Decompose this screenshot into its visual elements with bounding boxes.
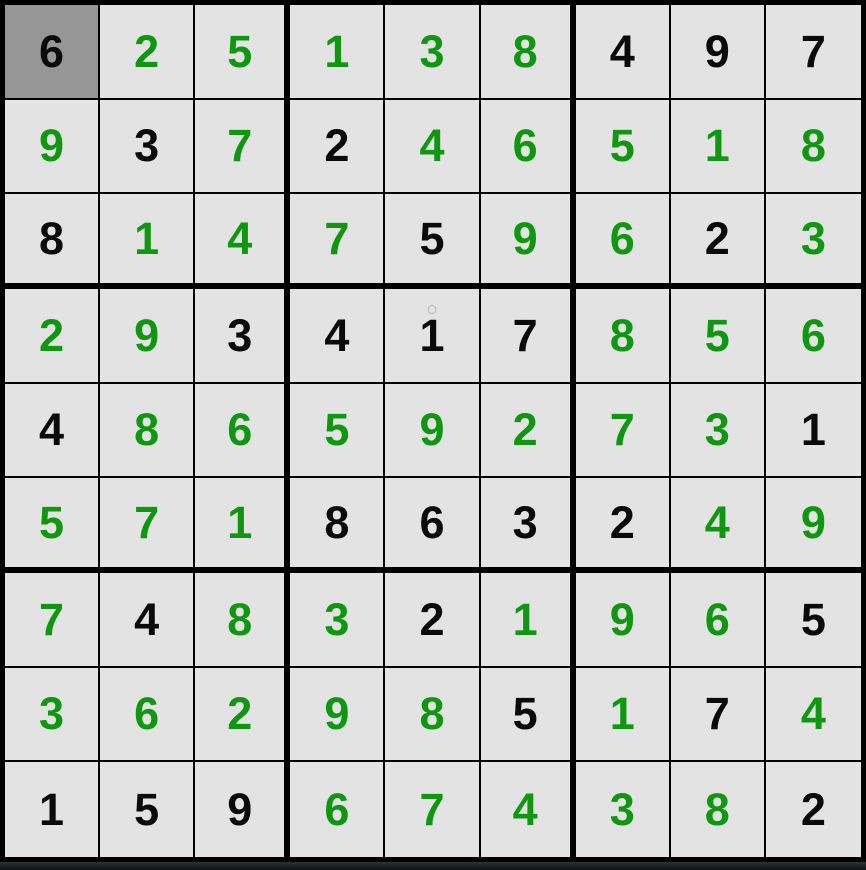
cell-r2c9[interactable]: 8 [765, 99, 861, 195]
cell-r5c9[interactable]: 1 [765, 383, 861, 479]
cell-r9c1[interactable]: 1 [5, 762, 101, 857]
cell-r3c8[interactable]: 2 [670, 194, 766, 289]
cell-r1c9[interactable]: 7 [765, 5, 861, 100]
cell-r4c8[interactable]: 5 [670, 288, 766, 384]
cell-r9c6[interactable]: 4 [480, 762, 576, 857]
cell-r6c8[interactable]: 4 [670, 478, 766, 573]
cell-r2c1[interactable]: 9 [5, 99, 101, 195]
cell-r6c9[interactable]: 9 [765, 478, 861, 573]
cell-r2c8[interactable]: 1 [670, 99, 766, 195]
cell-r3c2[interactable]: 1 [100, 194, 196, 289]
cell-r6c4[interactable]: 8 [290, 478, 386, 573]
cell-r5c5[interactable]: 9 [385, 383, 481, 479]
cell-r4c5[interactable]: 1 [385, 288, 481, 384]
cell-r4c7[interactable]: 8 [575, 288, 671, 384]
cell-r2c2[interactable]: 3 [100, 99, 196, 195]
cell-r9c4[interactable]: 6 [290, 762, 386, 857]
cell-r9c3[interactable]: 9 [195, 762, 291, 857]
cell-r5c1[interactable]: 4 [5, 383, 101, 479]
cell-r3c3[interactable]: 4 [195, 194, 291, 289]
cell-r7c4[interactable]: 3 [290, 572, 386, 668]
cell-r7c1[interactable]: 7 [5, 572, 101, 668]
cell-r1c8[interactable]: 9 [670, 5, 766, 100]
cell-r8c7[interactable]: 1 [575, 667, 671, 763]
cell-r4c4[interactable]: 4 [290, 288, 386, 384]
cell-r5c8[interactable]: 3 [670, 383, 766, 479]
pencil-mark-dot [427, 304, 437, 314]
cell-r9c8[interactable]: 8 [670, 762, 766, 857]
cell-r6c6[interactable]: 3 [480, 478, 576, 573]
cell-r3c4[interactable]: 7 [290, 194, 386, 289]
cell-r2c3[interactable]: 7 [195, 99, 291, 195]
cell-r8c4[interactable]: 9 [290, 667, 386, 763]
cell-r1c1[interactable]: 6 [5, 5, 101, 100]
cell-r8c3[interactable]: 2 [195, 667, 291, 763]
cell-r2c7[interactable]: 5 [575, 99, 671, 195]
cell-r1c6[interactable]: 8 [480, 5, 576, 100]
cell-r7c7[interactable]: 9 [575, 572, 671, 668]
cell-r8c8[interactable]: 7 [670, 667, 766, 763]
cell-r2c5[interactable]: 4 [385, 99, 481, 195]
cell-r7c5[interactable]: 2 [385, 572, 481, 668]
cell-r5c4[interactable]: 5 [290, 383, 386, 479]
cell-r4c3[interactable]: 3 [195, 288, 291, 384]
cell-r1c4[interactable]: 1 [290, 5, 386, 100]
cell-r4c2[interactable]: 9 [100, 288, 196, 384]
cell-r2c6[interactable]: 6 [480, 99, 576, 195]
bottom-edge-bar [0, 862, 866, 870]
cell-r7c3[interactable]: 8 [195, 572, 291, 668]
cell-r5c7[interactable]: 7 [575, 383, 671, 479]
cell-r6c2[interactable]: 7 [100, 478, 196, 573]
cell-r1c2[interactable]: 2 [100, 5, 196, 100]
cell-r7c8[interactable]: 6 [670, 572, 766, 668]
cell-r3c5[interactable]: 5 [385, 194, 481, 289]
cell-r4c9[interactable]: 6 [765, 288, 861, 384]
cell-r8c5[interactable]: 8 [385, 667, 481, 763]
cell-r9c5[interactable]: 7 [385, 762, 481, 857]
cell-r3c1[interactable]: 8 [5, 194, 101, 289]
cell-r3c6[interactable]: 9 [480, 194, 576, 289]
cell-r4c1[interactable]: 2 [5, 288, 101, 384]
cell-r9c7[interactable]: 3 [575, 762, 671, 857]
cell-r6c1[interactable]: 5 [5, 478, 101, 573]
cell-r2c4[interactable]: 2 [290, 99, 386, 195]
cell-r7c6[interactable]: 1 [480, 572, 576, 668]
cell-r6c3[interactable]: 1 [195, 478, 291, 573]
cell-r6c5[interactable]: 6 [385, 478, 481, 573]
cell-r7c9[interactable]: 5 [765, 572, 861, 668]
cell-r7c2[interactable]: 4 [100, 572, 196, 668]
cell-r8c6[interactable]: 5 [480, 667, 576, 763]
cell-r6c7[interactable]: 2 [575, 478, 671, 573]
cell-r9c2[interactable]: 5 [100, 762, 196, 857]
cell-r8c2[interactable]: 6 [100, 667, 196, 763]
cell-r1c3[interactable]: 5 [195, 5, 291, 100]
cell-r5c2[interactable]: 8 [100, 383, 196, 479]
cell-r5c6[interactable]: 2 [480, 383, 576, 479]
cell-r8c1[interactable]: 3 [5, 667, 101, 763]
cell-r9c9[interactable]: 2 [765, 762, 861, 857]
cell-r3c7[interactable]: 6 [575, 194, 671, 289]
cell-r5c3[interactable]: 6 [195, 383, 291, 479]
cell-r8c9[interactable]: 4 [765, 667, 861, 763]
cell-r4c6[interactable]: 7 [480, 288, 576, 384]
cell-r1c7[interactable]: 4 [575, 5, 671, 100]
cell-r1c5[interactable]: 3 [385, 5, 481, 100]
cell-r3c9[interactable]: 3 [765, 194, 861, 289]
